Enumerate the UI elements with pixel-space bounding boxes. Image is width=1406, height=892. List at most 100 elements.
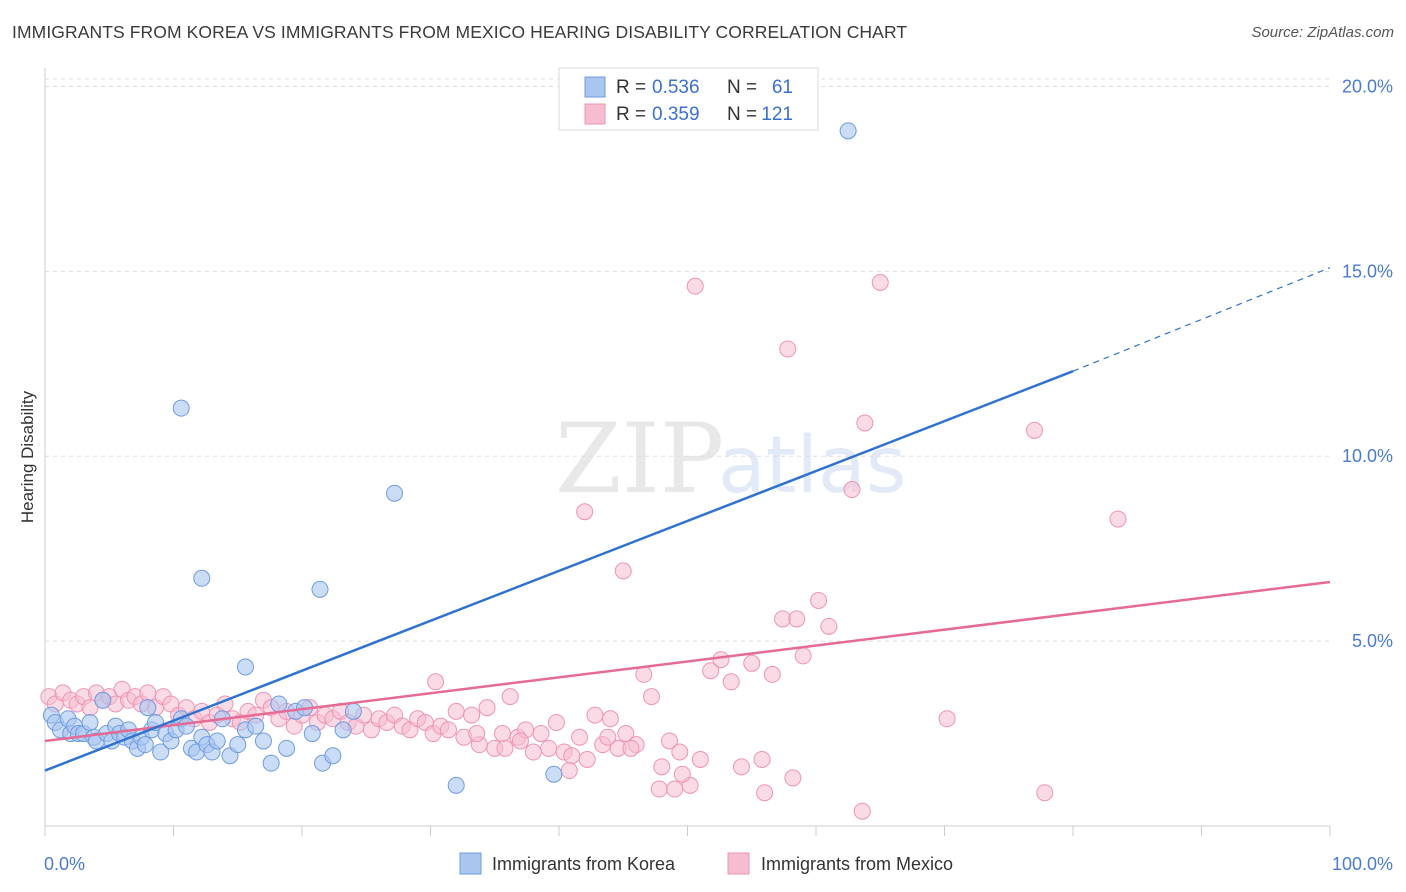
korea-point	[839, 122, 857, 140]
mexico-point	[671, 743, 689, 761]
mexico-point	[666, 780, 684, 798]
korea-point	[344, 702, 362, 720]
mexico-point	[586, 706, 604, 724]
mexico-point	[496, 739, 514, 757]
series-legend: Immigrants from Korea Immigrants from Me…	[459, 852, 953, 875]
mexico-point	[524, 743, 542, 761]
korea-point	[136, 736, 154, 754]
legend-mexico-r-value: 0.359	[652, 104, 700, 125]
mexico-point	[478, 699, 496, 717]
mexico-point	[820, 617, 838, 635]
mexico-point	[614, 562, 632, 580]
x-tick-marks	[44, 826, 1331, 836]
mexico-point	[532, 725, 550, 743]
korea-point	[447, 776, 465, 794]
korea-point	[254, 732, 272, 750]
legend-korea-r-value: 0.536	[652, 77, 700, 98]
korea-point	[193, 569, 211, 587]
watermark-zip: ZIP	[555, 403, 724, 515]
legend-mexico-swatch	[584, 103, 606, 125]
mexico-point	[673, 765, 691, 783]
mexico-point	[732, 758, 750, 776]
mexico-point	[1025, 421, 1043, 439]
mexico-point	[722, 673, 740, 691]
mexico-point	[756, 784, 774, 802]
mexico-point	[871, 273, 889, 291]
mexico-point	[578, 750, 596, 768]
korea-point	[334, 721, 352, 739]
y-tick-labels: 5.0% 10.0% 15.0% 20.0%	[1342, 76, 1393, 651]
korea-trend-extension	[1072, 267, 1331, 372]
mexico-point	[643, 688, 661, 706]
mexico-point	[712, 651, 730, 669]
mexico-point	[938, 710, 956, 728]
x-tick-label-max: 100.0%	[1332, 854, 1393, 874]
gridlines	[45, 78, 1330, 642]
mexico-point	[139, 684, 157, 702]
mexico-point	[576, 503, 594, 521]
mexico-point	[661, 732, 679, 750]
stats-legend: R = 0.536 N = 61 R = 0.359 N = 121	[558, 67, 819, 131]
korea-point	[152, 743, 170, 761]
mexico-point	[788, 610, 806, 628]
mexico-point	[702, 662, 720, 680]
korea-point	[81, 713, 99, 731]
korea-point	[303, 725, 321, 743]
mexico-point	[427, 673, 445, 691]
source-credit: Source: ZipAtlas.com	[1251, 24, 1394, 41]
mexico-point	[447, 702, 465, 720]
mexico-point	[622, 739, 640, 757]
mexico-point	[560, 762, 578, 780]
korea-point	[139, 699, 157, 717]
mexico-point	[763, 665, 781, 683]
korea-point	[324, 747, 342, 765]
bottom-legend-korea-label: Immigrants from Korea	[492, 854, 676, 874]
mexico-point	[617, 725, 635, 743]
chart-title: IMMIGRANTS FROM KOREA VS IMMIGRANTS FROM…	[12, 22, 908, 42]
korea-points	[42, 122, 857, 794]
mexico-point	[439, 721, 457, 739]
korea-point	[94, 691, 112, 709]
korea-point	[177, 717, 195, 735]
mexico-point	[1036, 784, 1054, 802]
mexico-point	[650, 780, 668, 798]
mexico-point	[691, 750, 709, 768]
x-tick-label-min: 0.0%	[44, 854, 85, 874]
mexico-points	[40, 273, 1127, 820]
korea-point	[270, 695, 288, 713]
mexico-point	[843, 481, 861, 499]
korea-point	[229, 736, 247, 754]
mexico-point	[511, 732, 529, 750]
mexico-point	[599, 728, 617, 746]
korea-point	[386, 484, 404, 502]
legend-korea-n-value: 61	[772, 77, 793, 98]
y-tick-label: 20.0%	[1342, 76, 1393, 96]
y-tick-label: 5.0%	[1352, 631, 1393, 651]
legend-korea-n-label: N =	[727, 77, 757, 98]
y-tick-label: 10.0%	[1342, 446, 1393, 466]
korea-point	[545, 765, 563, 783]
mexico-point	[774, 610, 792, 628]
mexico-point	[810, 591, 828, 609]
korea-point	[262, 754, 280, 772]
mexico-point	[784, 769, 802, 787]
bottom-legend-mexico-swatch	[727, 852, 750, 875]
mexico-point	[779, 340, 797, 358]
legend-mexico-n-label: N =	[727, 104, 757, 125]
legend-korea-r-label: R =	[616, 77, 646, 98]
trend-lines	[44, 267, 1331, 772]
mexico-point	[853, 802, 871, 820]
mexico-point	[753, 750, 771, 768]
korea-point	[236, 658, 254, 676]
mexico-point	[571, 728, 589, 746]
mexico-point	[686, 277, 704, 295]
korea-point	[278, 739, 296, 757]
korea-trend-line	[44, 370, 1074, 772]
mexico-point	[547, 713, 565, 731]
mexico-trend-line	[44, 580, 1331, 743]
bottom-legend-mexico-label: Immigrants from Mexico	[761, 854, 953, 874]
legend-korea-swatch	[584, 76, 606, 98]
mexico-point	[463, 706, 481, 724]
korea-point	[208, 732, 226, 750]
